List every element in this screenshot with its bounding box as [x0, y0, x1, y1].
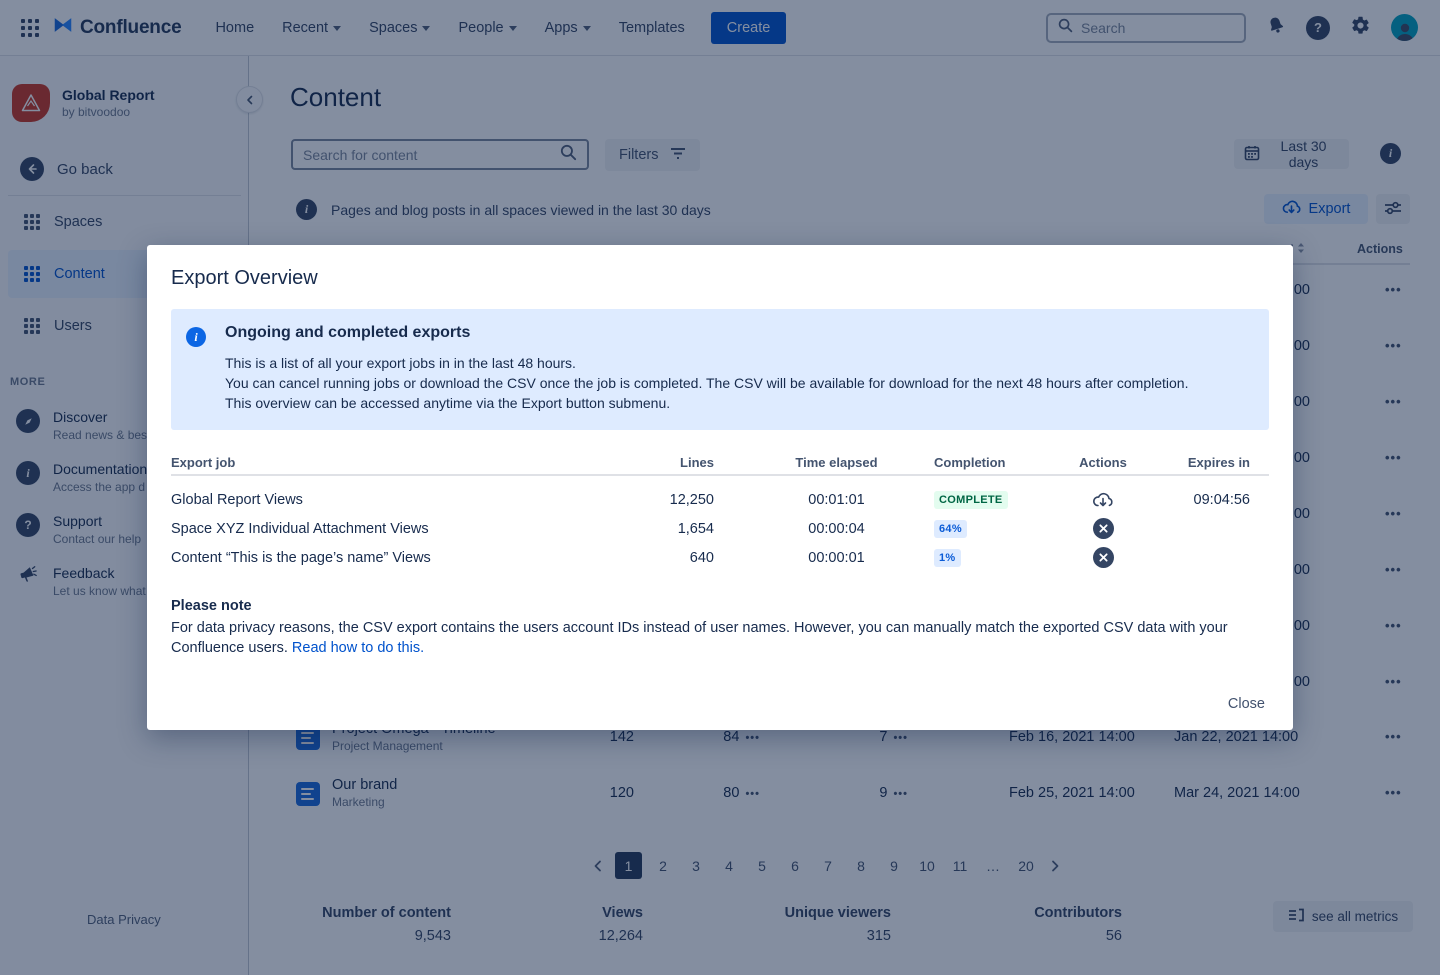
info-box-heading: Ongoing and completed exports: [225, 324, 471, 341]
info-icon: i: [186, 327, 206, 347]
close-modal-button[interactable]: Close: [1227, 696, 1265, 712]
cancel-job-button[interactable]: [1092, 518, 1114, 539]
export-jobs-table: Export job Lines Time elapsed Completion…: [171, 450, 1269, 572]
progress-badge: 64%: [934, 519, 967, 538]
export-job-row: Space XYZ Individual Attachment Views 1,…: [171, 514, 1269, 543]
status-badge: COMPLETE: [934, 490, 1008, 509]
info-box: i Ongoing and completed exports This is …: [171, 309, 1269, 430]
export-job-row: Global Report Views 12,250 00:01:01 COMP…: [171, 490, 1250, 509]
modal-title: Export Overview: [171, 267, 318, 289]
export-overview-modal: Export Overview i Ongoing and completed …: [147, 245, 1293, 730]
read-how-link[interactable]: Read how to do this.: [291, 640, 425, 656]
info-box-body: This is a list of all your export jobs i…: [225, 355, 1189, 411]
export-table-header: Export job Lines Time elapsed Completion…: [171, 450, 1269, 476]
cancel-job-button[interactable]: [1092, 547, 1114, 568]
please-note-text: For data privacy reasons, the CSV export…: [171, 620, 1228, 656]
download-csv-button[interactable]: [1092, 490, 1114, 509]
please-note-heading: Please note: [171, 598, 252, 614]
export-job-row: Content “This is the page’s name” Views …: [171, 543, 1269, 572]
progress-badge: 1%: [934, 548, 961, 567]
